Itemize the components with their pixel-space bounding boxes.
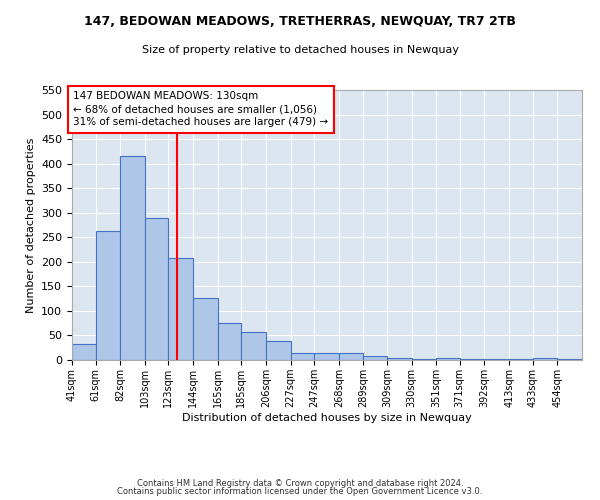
Text: Size of property relative to detached houses in Newquay: Size of property relative to detached ho…: [142, 45, 458, 55]
Bar: [193, 298, 218, 360]
Bar: [557, 359, 582, 360]
Bar: [72, 344, 95, 360]
Bar: [266, 342, 290, 360]
Bar: [509, 359, 533, 360]
Bar: [436, 358, 460, 360]
Bar: [218, 323, 241, 360]
Bar: [484, 359, 509, 360]
Text: 147, BEDOWAN MEADOWS, TRETHERRAS, NEWQUAY, TR7 2TB: 147, BEDOWAN MEADOWS, TRETHERRAS, NEWQUA…: [84, 15, 516, 28]
Bar: [533, 358, 557, 360]
Bar: [387, 358, 412, 360]
Bar: [145, 218, 169, 360]
Bar: [412, 359, 436, 360]
Bar: [290, 352, 314, 360]
Bar: [241, 332, 266, 360]
Bar: [339, 352, 364, 360]
Bar: [314, 352, 339, 360]
Bar: [169, 258, 193, 360]
Y-axis label: Number of detached properties: Number of detached properties: [26, 138, 35, 312]
Text: Contains HM Land Registry data © Crown copyright and database right 2024.: Contains HM Land Registry data © Crown c…: [137, 478, 463, 488]
Text: 147 BEDOWAN MEADOWS: 130sqm
← 68% of detached houses are smaller (1,056)
31% of : 147 BEDOWAN MEADOWS: 130sqm ← 68% of det…: [73, 91, 328, 128]
Bar: [120, 156, 145, 360]
X-axis label: Distribution of detached houses by size in Newquay: Distribution of detached houses by size …: [182, 412, 472, 422]
Bar: [364, 356, 387, 360]
Text: Contains public sector information licensed under the Open Government Licence v3: Contains public sector information licen…: [118, 487, 482, 496]
Bar: [460, 358, 484, 360]
Bar: [95, 232, 120, 360]
